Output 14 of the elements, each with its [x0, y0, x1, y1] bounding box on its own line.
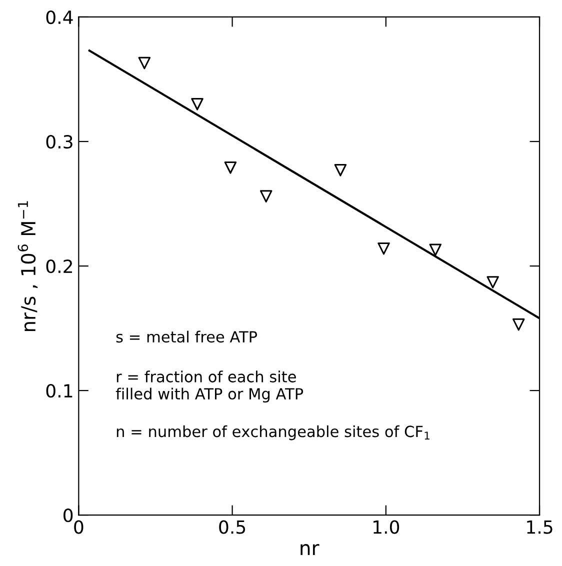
annotation: n = number of exchangeable sites of CF$_{1}$	[116, 425, 430, 440]
x-axis-title: nr	[300, 544, 320, 555]
x-tick-label: 1.5	[527, 520, 552, 534]
x-tick-label: 1.0	[374, 520, 400, 534]
x-tick-label: 0	[74, 520, 84, 534]
y-tick-label: 0	[64, 508, 73, 522]
y-tick-label: 0.3	[46, 134, 72, 149]
x-tick-label: 0.5	[219, 520, 246, 534]
annotation: s = metal free ATP	[116, 330, 258, 343]
y-tick-label: 0.1	[46, 384, 72, 398]
annotation: r = fraction of each site filled with ATP or Mg ATP	[116, 370, 304, 403]
y-tick-label: 0.2	[46, 259, 72, 274]
y-axis-title: nr/s , 10$^{6}$ M$^{−1}$	[18, 201, 38, 332]
y-tick-label: 0.4	[46, 10, 73, 24]
